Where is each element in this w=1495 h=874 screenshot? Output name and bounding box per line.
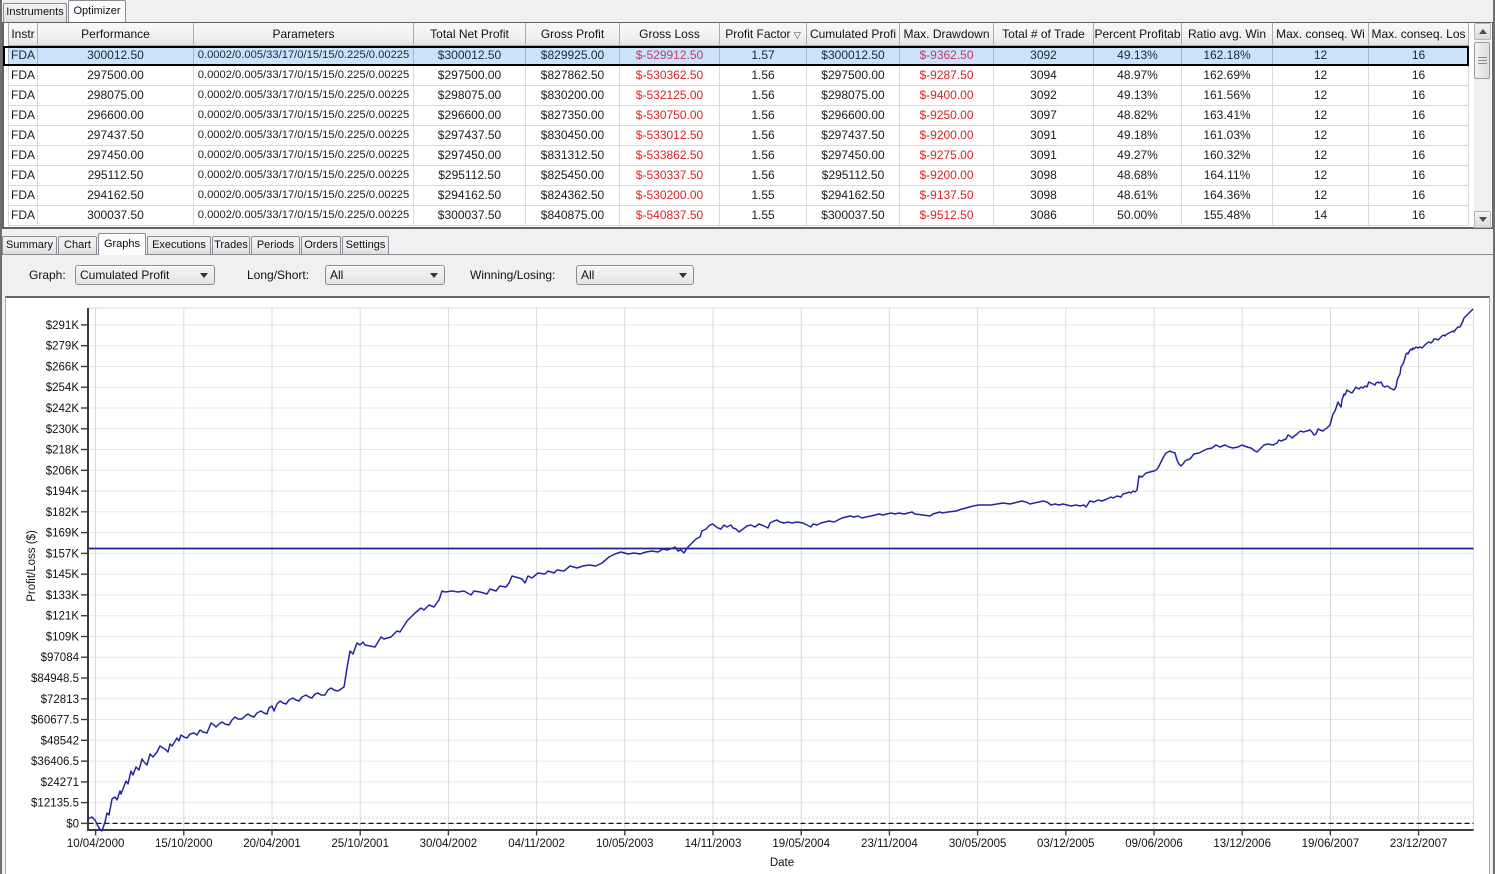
svg-text:25/10/2001: 25/10/2001 (331, 838, 389, 850)
svg-text:30/05/2005: 30/05/2005 (949, 838, 1007, 850)
svg-text:$266K: $266K (46, 362, 80, 374)
svg-text:$169K: $169K (46, 528, 80, 540)
svg-text:19/05/2004: 19/05/2004 (772, 838, 830, 850)
svg-text:13/12/2006: 13/12/2006 (1213, 838, 1271, 850)
svg-text:$60677.5: $60677.5 (31, 715, 79, 727)
svg-text:$121K: $121K (46, 611, 80, 623)
svg-text:04/11/2002: 04/11/2002 (508, 838, 565, 850)
svg-text:$133K: $133K (46, 590, 80, 602)
svg-text:$84948.5: $84948.5 (31, 673, 79, 685)
svg-text:$145K: $145K (46, 569, 80, 581)
svg-text:$24271: $24271 (41, 777, 79, 789)
svg-text:09/06/2006: 09/06/2006 (1125, 838, 1183, 850)
svg-text:20/04/2001: 20/04/2001 (243, 838, 301, 850)
svg-text:10/05/2003: 10/05/2003 (596, 838, 654, 850)
svg-text:30/04/2002: 30/04/2002 (420, 838, 478, 850)
svg-text:$72813: $72813 (41, 694, 79, 706)
svg-text:$242K: $242K (46, 403, 80, 415)
svg-text:14/11/2003: 14/11/2003 (685, 838, 742, 850)
svg-text:$48542: $48542 (41, 735, 79, 747)
svg-text:03/12/2005: 03/12/2005 (1037, 838, 1095, 850)
svg-text:10/04/2000: 10/04/2000 (67, 838, 125, 850)
svg-text:$291K: $291K (46, 320, 80, 332)
svg-text:$36406.5: $36406.5 (31, 756, 79, 768)
svg-text:$230K: $230K (46, 424, 80, 436)
svg-text:Profit/Loss ($): Profit/Loss ($) (26, 530, 38, 602)
svg-text:$206K: $206K (46, 465, 80, 477)
svg-text:$157K: $157K (46, 548, 80, 560)
svg-text:23/11/2004: 23/11/2004 (861, 838, 918, 850)
svg-text:$254K: $254K (46, 382, 80, 394)
svg-text:$109K: $109K (46, 632, 80, 644)
svg-text:23/12/2007: 23/12/2007 (1390, 838, 1448, 850)
svg-text:$279K: $279K (46, 341, 80, 353)
svg-text:15/10/2000: 15/10/2000 (155, 838, 213, 850)
svg-text:19/06/2007: 19/06/2007 (1302, 838, 1360, 850)
svg-text:$218K: $218K (46, 445, 80, 457)
svg-text:$97084: $97084 (41, 652, 80, 664)
svg-text:$12135.5: $12135.5 (31, 798, 79, 810)
svg-text:$0: $0 (66, 818, 79, 830)
svg-text:$182K: $182K (46, 507, 80, 519)
svg-text:Date: Date (770, 857, 794, 869)
svg-text:$194K: $194K (46, 486, 80, 498)
